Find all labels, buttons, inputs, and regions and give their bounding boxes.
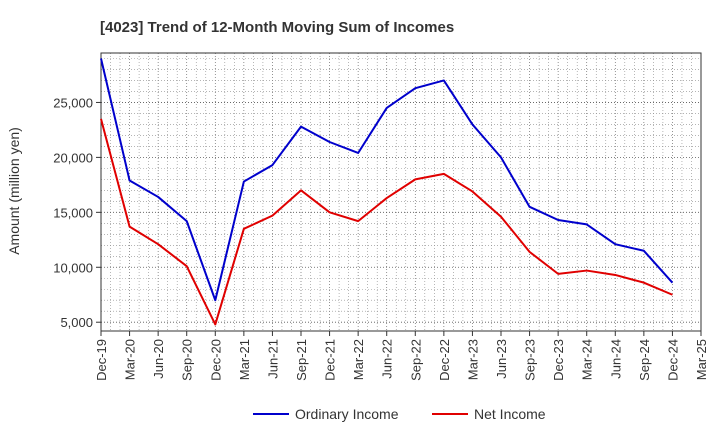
series-line-ordinary-income — [100, 58, 674, 302]
x-tick-label: Dec-22 — [437, 339, 452, 381]
x-tick-label: Dec-19 — [94, 339, 109, 381]
legend-label: Ordinary Income — [295, 406, 399, 422]
chart-title: [4023] Trend of 12-Month Moving Sum of I… — [100, 19, 454, 36]
x-tick-label: Jun-21 — [265, 339, 280, 379]
axes: 5,000 10,000 15,000 20,000 25,000 Dec-19 Mar-2… — [53, 52, 709, 381]
x-tick-label: Jun-24 — [608, 339, 623, 379]
x-tick-label: Mar-25 — [694, 339, 709, 380]
x-tick-label: Sep-23 — [523, 339, 538, 381]
x-tick-label: Dec-20 — [208, 339, 223, 381]
x-tick-label: Sep-22 — [408, 339, 423, 381]
series-line-net-income — [100, 118, 673, 326]
x-tick-label: Dec-24 — [665, 339, 680, 381]
x-tick-label: Dec-23 — [551, 339, 566, 381]
legend-label: Net Income — [474, 406, 546, 422]
x-tick-label: Jun-23 — [494, 339, 509, 379]
y-tick-label: 10,000 — [53, 260, 93, 275]
legend: Ordinary Income Net Income — [253, 406, 546, 422]
x-tick-label: Mar-23 — [465, 339, 480, 380]
x-tick-label: Jun-22 — [380, 339, 395, 379]
series-lines — [100, 58, 674, 326]
x-tick-label: Mar-21 — [237, 339, 252, 380]
x-tick-label: Sep-20 — [180, 339, 195, 381]
y-tick-label: 15,000 — [53, 205, 93, 220]
x-tick-label: Sep-24 — [637, 339, 652, 381]
y-tick-label: 25,000 — [53, 95, 93, 110]
x-tick-label: Mar-20 — [123, 339, 138, 380]
y-tick-label: 20,000 — [53, 150, 93, 165]
x-tick-label: Jun-20 — [151, 339, 166, 379]
y-axis-label: Amount (million yen) — [6, 127, 22, 255]
x-tick-label: Dec-21 — [323, 339, 338, 381]
x-tick-label: Mar-22 — [351, 339, 366, 380]
plot-frame — [100, 52, 702, 332]
grid-lines — [101, 53, 701, 331]
x-tick-label: Sep-21 — [294, 339, 309, 381]
x-tick-label: Mar-24 — [580, 339, 595, 380]
y-tick-label: 5,000 — [60, 315, 93, 330]
